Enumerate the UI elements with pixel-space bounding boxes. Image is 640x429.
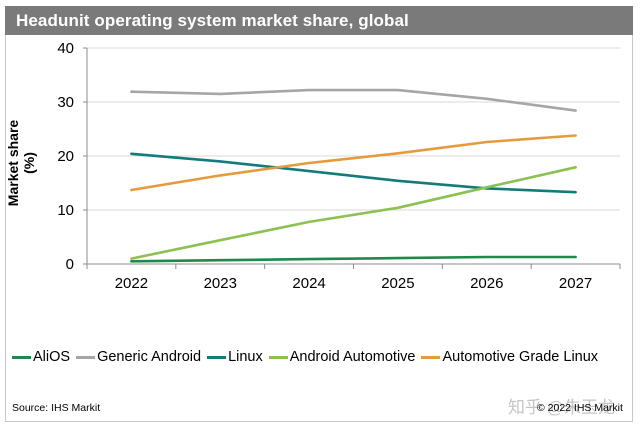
x-tick-label: 2023 — [204, 275, 237, 292]
x-tick-label: 2022 — [115, 275, 148, 292]
series-line-linux — [130, 152, 577, 194]
legend-swatch — [268, 355, 288, 359]
series-line-automotive-grade-linux — [130, 134, 577, 192]
series-line-android-automotive — [130, 166, 577, 260]
legend-item: Linux — [207, 349, 263, 365]
title-bar: Headunit operating system market share, … — [5, 6, 633, 35]
legend-label: AliOS — [33, 349, 71, 365]
legend-item: AliOS — [12, 349, 70, 365]
copyright-note: © 2022 IHS Markit — [537, 402, 623, 414]
y-tick-label: 30 — [57, 94, 74, 111]
x-tick-label: 2025 — [381, 275, 414, 292]
series-line-generic-android — [130, 88, 577, 112]
watermark: 知乎 @朱玉龙 — [508, 398, 615, 417]
legend-swatch — [12, 355, 31, 359]
legend-item: Automotive Grade Linux — [421, 349, 598, 365]
legend-item: Android Automotive — [268, 349, 416, 365]
legend: AliOS Generic Android Linux Android Automot… — [12, 349, 604, 365]
series-line-alios — [130, 255, 577, 263]
legend-label: Generic Android — [97, 349, 202, 365]
y-tick-label: 40 — [57, 40, 74, 57]
legend-item: Generic Android — [76, 349, 201, 365]
y-tick-label: 20 — [57, 148, 74, 165]
x-tick-label: 2024 — [292, 275, 325, 292]
source-note: Source: IHS Markit — [12, 402, 101, 414]
x-tick-label: 2026 — [470, 275, 503, 292]
y-tick-label: 10 — [57, 202, 74, 219]
legend-label: Automotive Grade Linux — [442, 349, 599, 365]
chart-title: Headunit operating system market share, … — [16, 11, 409, 30]
x-tick-label: 2027 — [559, 275, 592, 292]
chart-frame — [5, 6, 633, 422]
y-tick-label: 0 — [66, 256, 74, 273]
legend-swatch — [207, 355, 227, 359]
legend-swatch — [76, 355, 96, 359]
legend-label: Linux — [228, 349, 263, 365]
legend-swatch — [421, 355, 441, 359]
legend-label: Android Automotive — [289, 349, 416, 365]
